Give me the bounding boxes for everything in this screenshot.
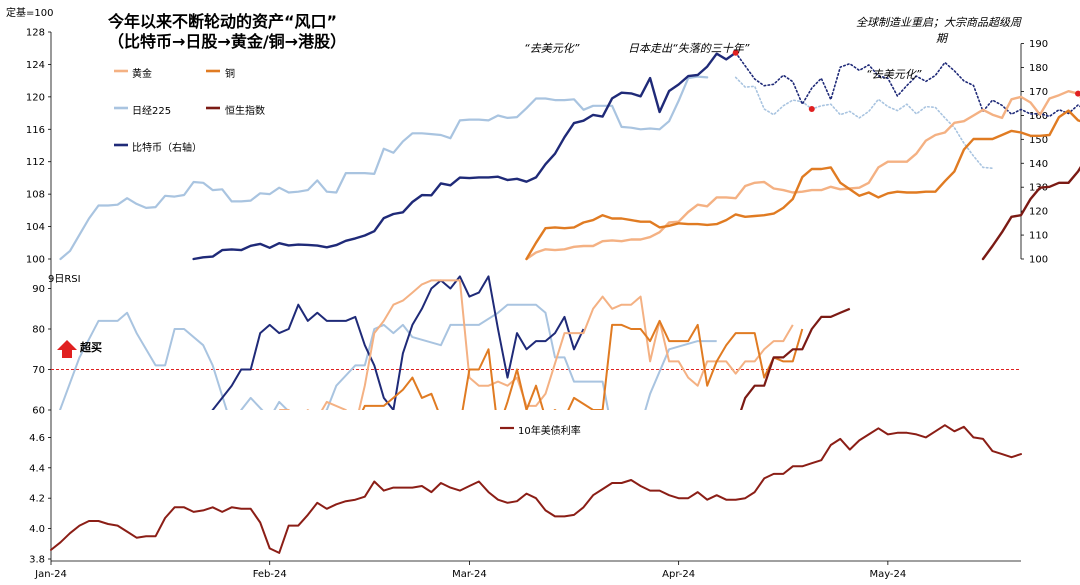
bond-y-tick-label: 4.2 xyxy=(29,494,45,505)
y-tick-label: 112 xyxy=(26,157,45,168)
y-tick-label: 100 xyxy=(26,255,45,266)
legend-nikkei-label: 日经225 xyxy=(132,106,172,117)
chart-title-line2: （比特币→日股→黄金/铜→港股） xyxy=(108,32,347,51)
y-tick-label: 108 xyxy=(26,190,45,201)
legend-copper-label: 铜 xyxy=(225,69,235,80)
series-hsi-line xyxy=(981,166,1080,261)
series-gold-line xyxy=(525,90,1080,261)
y-tick-label: 104 xyxy=(26,222,45,233)
legend-btc-label: 比特币（右轴） xyxy=(132,143,202,154)
rsi-btc-line xyxy=(211,275,585,410)
rsi-hsi-group xyxy=(739,307,851,410)
event-marker xyxy=(732,49,739,56)
rsi-y-tick-label: 70 xyxy=(32,365,45,376)
y-tick-label: 128 xyxy=(26,28,45,39)
series-btc-projection xyxy=(734,51,1080,118)
bond-y-tick-label: 4.0 xyxy=(29,524,45,535)
y2-tick-label: 120 xyxy=(1029,207,1048,218)
y2-tick-label: 190 xyxy=(1029,39,1048,50)
series-nikkei-projection xyxy=(734,76,994,169)
series-nikkei-line xyxy=(59,75,709,261)
x-tick-label: Jan-24 xyxy=(34,569,67,580)
annotation-dedollar-2: “去美元化” xyxy=(866,68,922,81)
y2-tick-label: 170 xyxy=(1029,87,1048,98)
annotation-global-line1: 全球制造业重启；大宗商品超级周 xyxy=(856,16,1021,29)
series-copper-line xyxy=(525,109,1080,261)
overbought-label: 超买 xyxy=(80,341,102,354)
x-tick-label: May-24 xyxy=(869,569,906,580)
bond-y-tick-label: 4.6 xyxy=(29,433,45,444)
series-btc-line xyxy=(192,51,737,261)
event-marker xyxy=(1075,90,1080,97)
annotation-global-line2: 期 xyxy=(936,32,947,45)
x-tick-label: Apr-24 xyxy=(662,569,695,580)
y2-tick-label: 180 xyxy=(1029,63,1048,74)
legend-gold-label: 黄金 xyxy=(132,69,152,80)
rsi-y-tick-label: 80 xyxy=(32,325,45,336)
rsi-copper-line xyxy=(361,319,804,410)
base-note: 定基=100 xyxy=(6,8,54,19)
x-tick-label: Mar-24 xyxy=(452,569,487,580)
y2-tick-label: 110 xyxy=(1029,231,1048,242)
chart-title-line1: 今年以来不断轮动的资产“风口” xyxy=(108,12,338,31)
event-marker xyxy=(808,106,815,113)
rsi-y-tick-label: 90 xyxy=(32,284,45,295)
rsi-label: 9日RSI xyxy=(48,274,81,285)
legend-us10y-label: 10年美债利率 xyxy=(518,426,581,437)
rsi-copper-group xyxy=(361,319,804,410)
annotation-dedollar-1: “去美元化” xyxy=(524,42,580,55)
annotation-japan: 日本走出“失落的三十年” xyxy=(628,42,750,55)
rsi-y-tick-label: 60 xyxy=(32,406,45,417)
y-tick-label: 124 xyxy=(26,60,45,71)
legend-hsi-label: 恒生指数 xyxy=(225,106,265,117)
y2-tick-label: 100 xyxy=(1029,255,1048,266)
y-tick-label: 120 xyxy=(26,92,45,103)
y-tick-label: 116 xyxy=(26,125,45,136)
bond-y-tick-label: 4.4 xyxy=(29,463,45,474)
x-tick-label: Feb-24 xyxy=(253,569,287,580)
rsi-nikkei-group xyxy=(58,303,717,410)
series-us10y-line xyxy=(50,424,1022,554)
y2-tick-label: 160 xyxy=(1029,111,1048,122)
rsi-gold-group xyxy=(279,279,794,410)
rsi-hsi-line xyxy=(739,307,851,410)
rsi-nikkei-line xyxy=(58,303,717,410)
overbought-arrow-icon xyxy=(57,340,77,358)
y2-tick-label: 140 xyxy=(1029,159,1048,170)
y2-tick-label: 150 xyxy=(1029,135,1048,146)
rsi-gold-line xyxy=(279,279,794,410)
rsi-btc-group xyxy=(211,275,585,410)
bond-y-tick-label: 3.8 xyxy=(29,555,45,566)
